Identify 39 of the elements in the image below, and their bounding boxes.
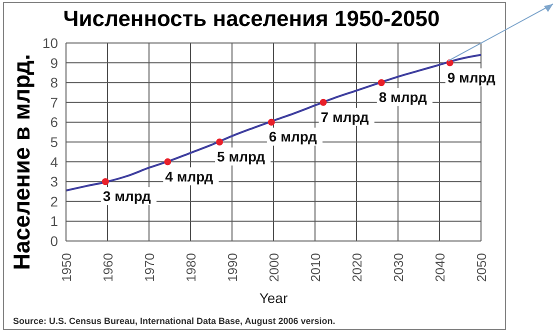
y-axis-title: Население в млрд. [8,54,36,270]
y-tick-label: 7 [50,94,58,110]
data-label: 9 млрд [447,69,496,86]
x-tick-label: 2050 [474,253,489,282]
y-tick-label: 9 [50,54,58,71]
source-note: Source: U.S. Census Bureau, International Data Base, August 2006 version. [13,316,336,326]
data-label: 5 млрд [217,148,266,164]
x-tick-label: 2020 [350,253,364,282]
x-tick-label: 2030 [391,253,406,282]
y-tick-label: 10 [42,34,58,51]
data-label: 3 млрд [102,188,152,204]
x-tick-label: 2000 [266,253,282,282]
data-label: 7 млрд [320,108,369,125]
y-tick-label: 1 [50,213,58,230]
point [320,98,327,106]
x-tick-label: 2010 [308,253,323,282]
point [102,178,109,186]
y-tick-label: 5 [50,134,58,150]
data-label: 4 млрд [165,168,214,184]
point [268,118,275,126]
data-label: 6 млрд [268,128,318,145]
point [216,138,224,146]
y-tick-label: 6 [50,114,58,130]
point [164,158,172,166]
y-tick-label: 0 [50,232,58,249]
y-tick-label: 2 [50,193,58,210]
x-tick-label: 1970 [142,253,157,282]
y-tick-label: 8 [50,74,58,91]
data-label: 8 млрд [378,89,428,106]
x-axis-title: Year [258,290,289,306]
x-tick-label: 2040 [432,253,448,282]
chart-title: Численность населения 1950-2050 [62,6,441,32]
y-tick-label: 3 [50,174,58,190]
point [378,79,385,86]
x-tick-label: 1990 [225,253,240,282]
x-tick-label: 1960 [100,253,116,282]
x-tick-label: 1980 [184,253,198,282]
y-tick-label: 4 [50,154,58,170]
x-tick-label: 1950 [59,253,74,282]
